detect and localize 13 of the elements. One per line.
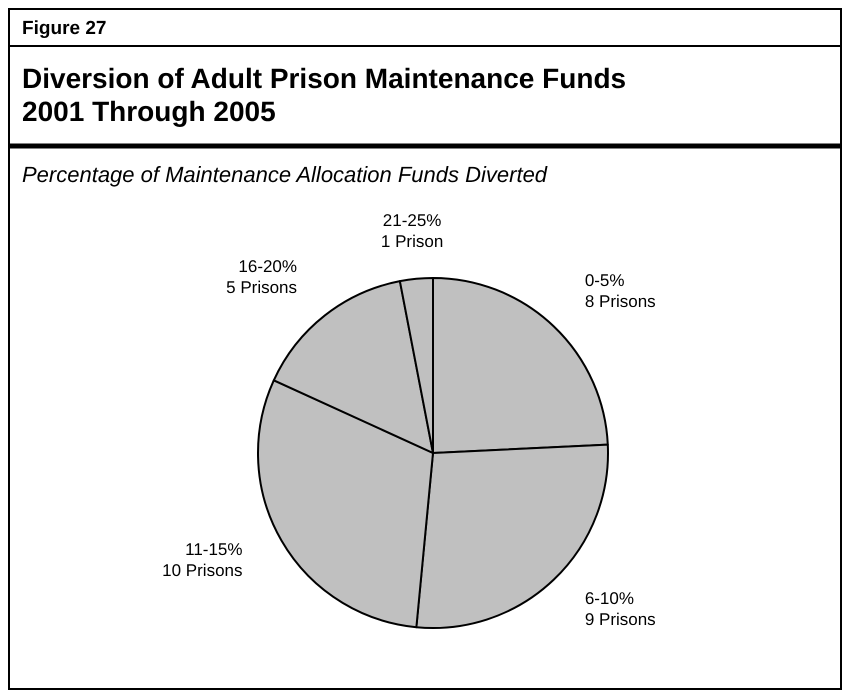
chart-title: Diversion of Adult Prison Maintenance Funds 2001 Through 2005 <box>22 63 626 127</box>
slice-label: 16-20% <box>238 257 298 276</box>
slice-label: 6-10% <box>584 589 634 608</box>
slice-label: 21-25% <box>382 210 442 230</box>
slice-label: 11-15% <box>185 540 242 559</box>
slice-label: 0-5% <box>584 270 625 290</box>
data-label: 10 Prisons <box>162 561 242 580</box>
data-label: 9 Prisons <box>584 610 656 630</box>
data-label: 5 Prisons <box>226 278 298 298</box>
chart-subtitle: Percentage of Maintenance Allocation Funds Diverted <box>22 162 548 187</box>
caption: Figure 27 <box>22 18 106 39</box>
data-label: 1 Prison <box>380 232 444 251</box>
data-label: 8 Prisons <box>584 292 656 311</box>
